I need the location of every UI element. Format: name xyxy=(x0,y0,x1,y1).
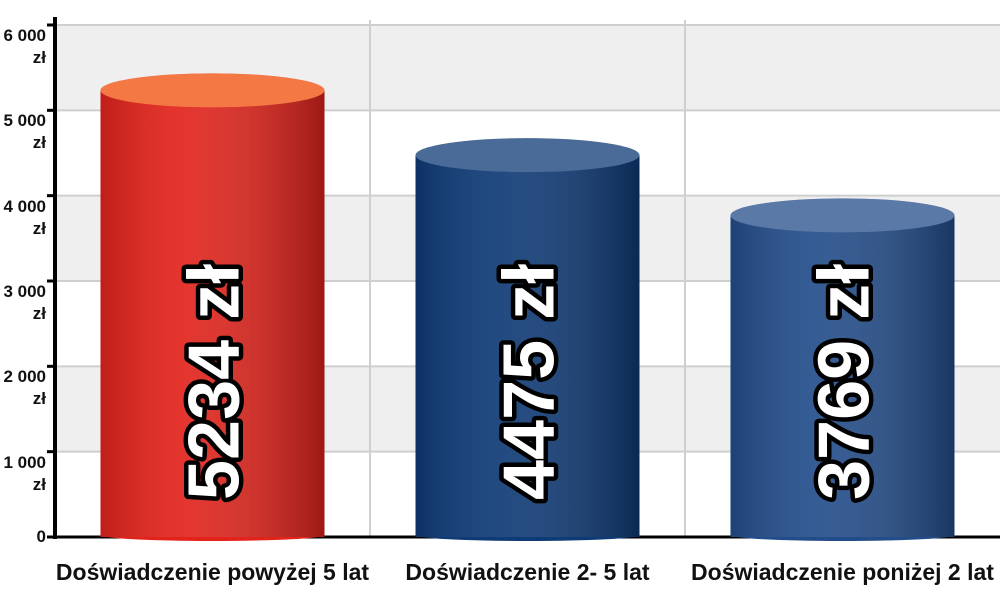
bar-top xyxy=(415,138,640,173)
bar-top xyxy=(730,198,955,233)
bar-top-light xyxy=(100,73,325,108)
x-tick-label: Doświadczenie poniżej 2 lat xyxy=(691,559,994,585)
bar-shade xyxy=(100,90,325,538)
y-tick-label: 1 000 zł xyxy=(3,452,46,494)
bar-top-light xyxy=(730,198,955,233)
x-tick-label: Doświadczenie powyżej 5 lat xyxy=(56,559,369,585)
y-tick-label: 0 xyxy=(36,527,46,546)
y-tick-label: 2 000 zł xyxy=(3,367,46,409)
bar-group: 4475 zł xyxy=(415,138,640,541)
bar-shade xyxy=(730,215,955,537)
bar-group: 5234 zł xyxy=(100,73,325,541)
x-tick-label: Doświadczenie 2- 5 lat xyxy=(405,559,649,585)
value-label: 5234 zł xyxy=(175,264,255,500)
y-tick-label: 5 000 zł xyxy=(3,111,46,153)
value-label: 4475 zł xyxy=(490,264,570,500)
value-label: 3769 zł xyxy=(805,264,885,500)
bar-group: 3769 zł xyxy=(730,198,955,541)
y-tick-label: 4 000 zł xyxy=(3,196,46,238)
y-tick-label: 6 000 zł xyxy=(3,26,46,67)
bar-top-light xyxy=(415,138,640,173)
bar-shade xyxy=(415,155,640,537)
y-tick-label: 3 000 zł xyxy=(3,282,46,323)
